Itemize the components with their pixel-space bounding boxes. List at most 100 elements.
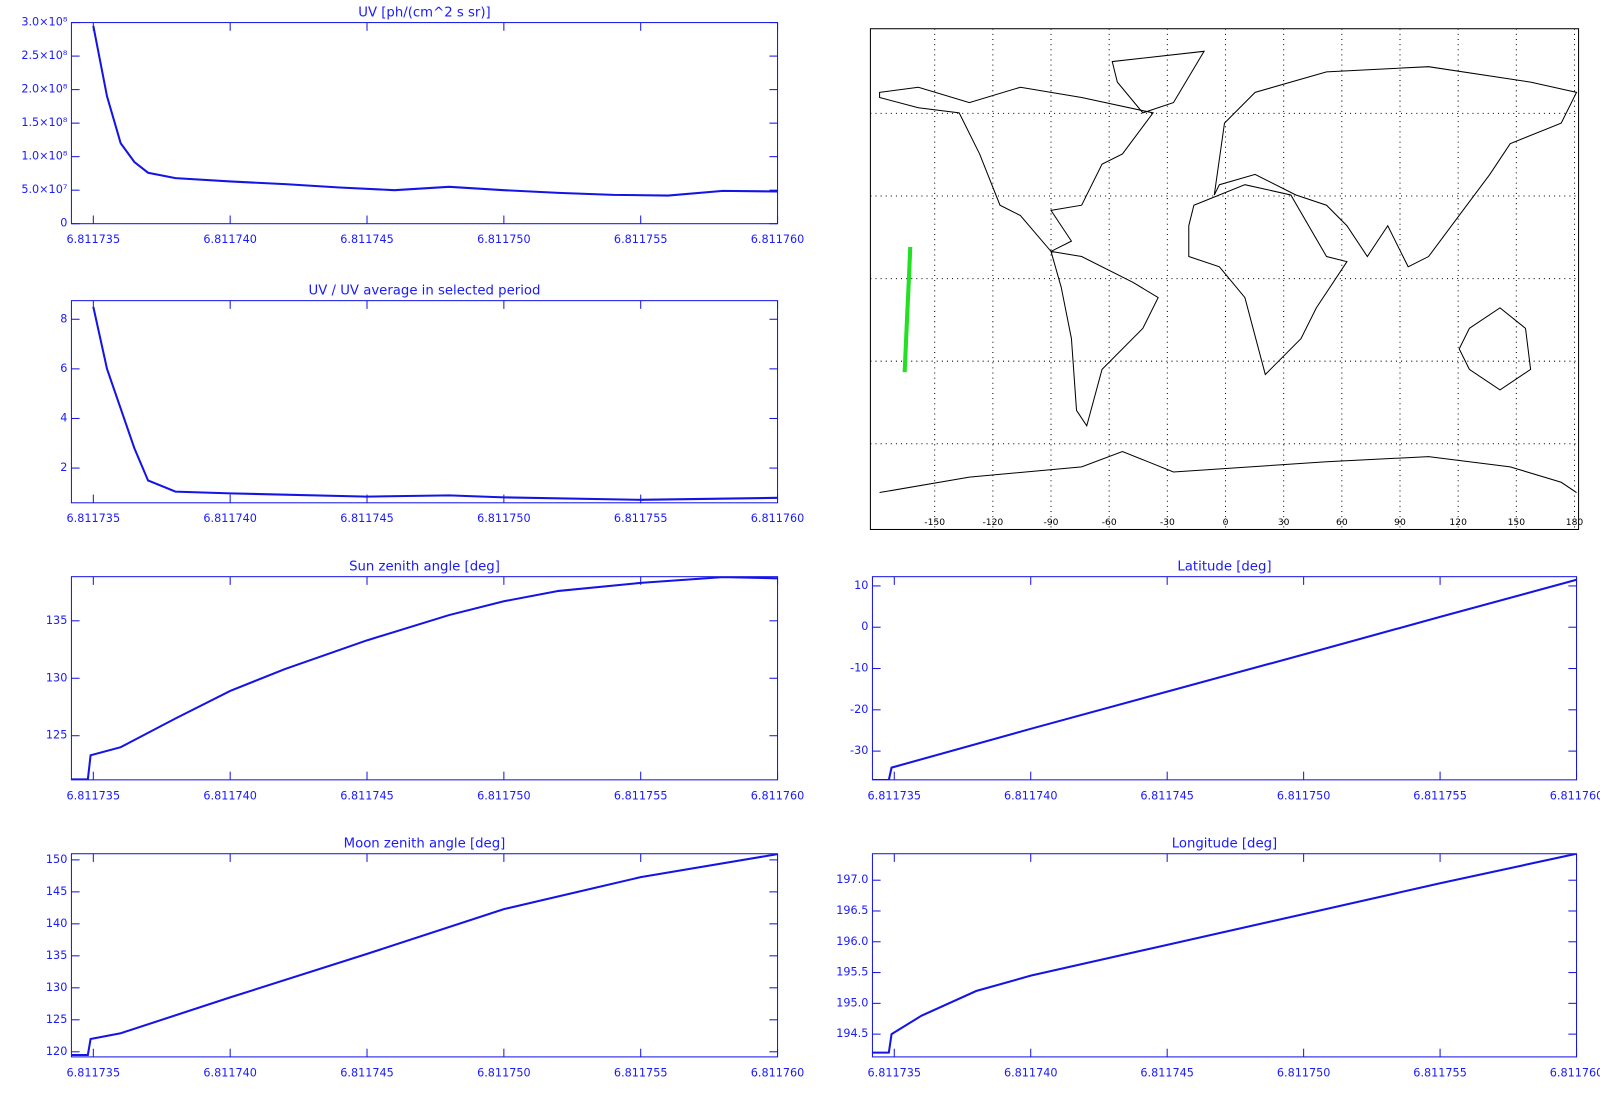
x-tick-label: 6.811760 xyxy=(751,233,805,246)
y-tick-label: 140 xyxy=(46,917,67,930)
x-tick-label: 6.811750 xyxy=(477,1066,531,1079)
x-tick-label: 6.811760 xyxy=(751,1066,805,1079)
x-tick-label: 180 xyxy=(1566,517,1584,528)
x-tick-label: 6.811745 xyxy=(340,233,394,246)
x-tick-label: 120 xyxy=(1449,517,1467,528)
north-america xyxy=(879,86,1154,253)
y-tick-label: 135 xyxy=(46,949,67,962)
y-tick-label: 196.0 xyxy=(836,935,868,948)
x-tick-label: 6.811760 xyxy=(751,789,805,802)
y-tick-label: 2.5×10⁸ xyxy=(21,49,68,62)
y-tick-label: 1.0×10⁸ xyxy=(21,150,68,163)
x-tick-label: 6.811735 xyxy=(67,1066,121,1079)
chart-title: UV [ph/(cm^2 s sr)] xyxy=(358,5,490,20)
x-tick-label: 6.811755 xyxy=(614,233,668,246)
data-line xyxy=(71,576,778,780)
map-frame xyxy=(869,28,1580,530)
x-tick-label: 6.811740 xyxy=(1004,1066,1058,1079)
x-tick-label: 6.811745 xyxy=(340,512,394,525)
y-tick-label: -10 xyxy=(850,661,868,674)
y-tick-label: 6 xyxy=(60,362,67,375)
y-tick-label: 130 xyxy=(46,671,67,684)
plot-frame xyxy=(70,300,779,504)
x-tick-label: -90 xyxy=(1044,517,1059,528)
x-tick-label: 6.811740 xyxy=(1004,789,1058,802)
x-tick-label: 6.811735 xyxy=(67,789,121,802)
x-tick-label: 6.811740 xyxy=(203,789,257,802)
y-tick-label: 3.0×10⁸ xyxy=(21,16,68,29)
plot-frame xyxy=(70,22,779,225)
y-tick-label: 0 xyxy=(861,620,868,633)
y-tick-label: 150 xyxy=(46,853,67,866)
x-tick-label: 0 xyxy=(1223,517,1229,528)
x-tick-label: 30 xyxy=(1278,517,1290,528)
y-tick-label: 2 xyxy=(60,461,67,474)
x-tick-label: -120 xyxy=(982,517,1003,528)
x-tick-label: 6.811760 xyxy=(1550,789,1600,802)
plot-frame xyxy=(871,853,1578,1058)
x-tick-label: 60 xyxy=(1336,517,1348,528)
data-line xyxy=(71,853,778,1057)
data-line xyxy=(92,25,778,197)
x-tick-label: 90 xyxy=(1394,517,1406,528)
x-tick-label: 6.811735 xyxy=(67,512,121,525)
chart-title: Latitude [deg] xyxy=(1177,559,1271,574)
y-tick-label: 8 xyxy=(60,312,67,325)
y-tick-label: 125 xyxy=(46,1013,67,1026)
x-tick-label: 6.811735 xyxy=(67,233,121,246)
x-tick-label: 6.811750 xyxy=(1277,1066,1331,1079)
plot-frame xyxy=(70,853,779,1058)
coastlines xyxy=(879,50,1578,494)
x-tick-label: 6.811735 xyxy=(868,1066,922,1079)
y-tick-label: 120 xyxy=(46,1045,67,1058)
x-tick-label: 6.811755 xyxy=(1413,789,1467,802)
y-tick-label: 4 xyxy=(60,411,67,424)
x-tick-label: 6.811750 xyxy=(477,512,531,525)
x-tick-label: 6.811740 xyxy=(203,233,257,246)
x-tick-label: 6.811735 xyxy=(868,789,922,802)
x-tick-label: 6.811750 xyxy=(477,789,531,802)
y-tick-label: 125 xyxy=(46,729,67,742)
x-tick-label: -60 xyxy=(1102,517,1117,528)
eurasia xyxy=(1213,66,1578,268)
x-tick-label: 6.811755 xyxy=(1413,1066,1467,1079)
plot-frame xyxy=(871,576,1578,781)
y-tick-label: 194.5 xyxy=(836,1027,868,1040)
data-line xyxy=(92,306,778,501)
y-tick-label: -30 xyxy=(850,744,868,757)
x-tick-label: 150 xyxy=(1508,517,1526,528)
x-tick-label: -30 xyxy=(1160,517,1175,528)
x-tick-label: 6.811740 xyxy=(203,1066,257,1079)
south-america xyxy=(1050,250,1159,428)
y-tick-label: 195.0 xyxy=(836,996,868,1009)
y-tick-label: 1.5×10⁸ xyxy=(21,116,68,129)
x-tick-label: 6.811745 xyxy=(340,789,394,802)
x-tick-label: 6.811745 xyxy=(1140,1066,1194,1079)
y-tick-label: 5.0×10⁷ xyxy=(21,183,67,196)
y-tick-label: 197.0 xyxy=(836,873,868,886)
chart-title: UV / UV average in selected period xyxy=(309,283,541,298)
greenland xyxy=(1111,50,1206,114)
plot-frame xyxy=(70,576,779,781)
chart-title: Sun zenith angle [deg] xyxy=(349,559,500,574)
y-tick-label: -20 xyxy=(850,703,868,716)
y-tick-label: 145 xyxy=(46,885,67,898)
y-tick-label: 2.0×10⁸ xyxy=(21,83,68,96)
y-tick-label: 0 xyxy=(60,217,67,230)
x-tick-label: 6.811760 xyxy=(751,512,805,525)
x-tick-label: 6.811745 xyxy=(1140,789,1194,802)
chart-title: Longitude [deg] xyxy=(1172,836,1278,851)
x-tick-label: 6.811755 xyxy=(614,789,668,802)
x-tick-label: 6.811740 xyxy=(203,512,257,525)
x-tick-label: 6.811750 xyxy=(1277,789,1331,802)
ground-track xyxy=(902,246,913,373)
x-tick-label: 6.811755 xyxy=(614,512,668,525)
y-tick-label: 10 xyxy=(854,579,868,592)
y-tick-label: 195.5 xyxy=(836,966,868,979)
chart-title: Moon zenith angle [deg] xyxy=(344,836,506,851)
data-line xyxy=(872,578,1577,780)
x-tick-label: -150 xyxy=(924,517,945,528)
y-tick-label: 135 xyxy=(46,614,67,627)
y-tick-label: 130 xyxy=(46,981,67,994)
y-tick-label: 196.5 xyxy=(836,904,868,917)
